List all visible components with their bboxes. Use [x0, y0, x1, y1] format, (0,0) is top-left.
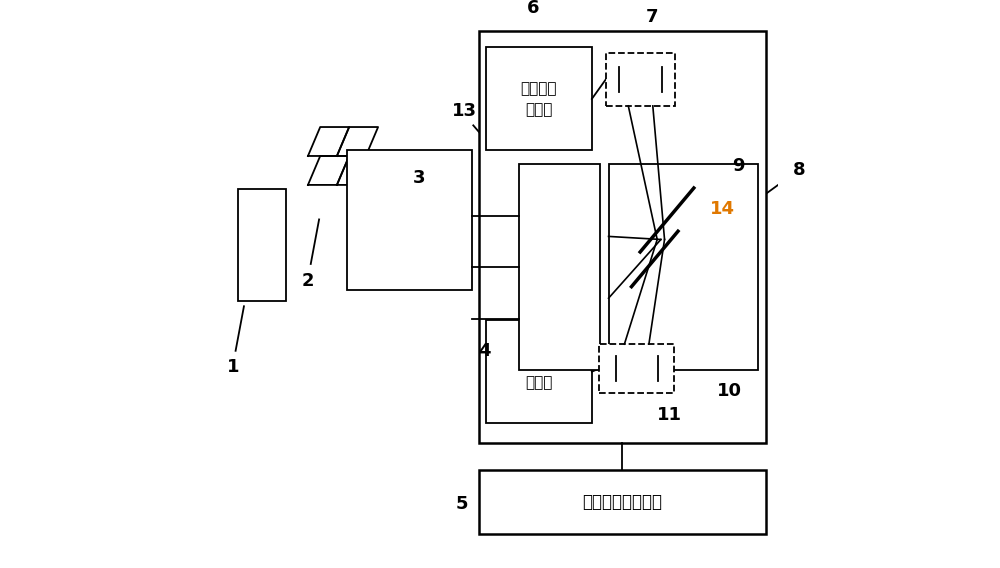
Text: 3: 3: [413, 169, 426, 187]
Text: 1: 1: [227, 358, 239, 377]
Bar: [606, 53, 675, 106]
Text: 8: 8: [793, 161, 806, 179]
Text: 7: 7: [645, 8, 658, 26]
Text: 4: 4: [478, 342, 491, 360]
Bar: [479, 31, 766, 442]
Text: 14: 14: [710, 200, 735, 218]
Bar: [486, 47, 592, 151]
Text: 六自由度
调整架: 六自由度 调整架: [521, 354, 557, 390]
Text: 13: 13: [452, 102, 477, 120]
Text: 2: 2: [302, 272, 314, 290]
Bar: [599, 344, 674, 393]
Bar: [609, 164, 758, 370]
Text: 两自由度精密转台: 两自由度精密转台: [582, 494, 662, 511]
Text: 9: 9: [732, 157, 745, 175]
Bar: [619, 72, 662, 87]
Text: 5: 5: [456, 495, 468, 513]
Bar: [347, 151, 472, 290]
Text: 六自由度
调整架: 六自由度 调整架: [521, 81, 557, 117]
Bar: [486, 320, 592, 423]
Text: 10: 10: [717, 382, 742, 400]
Text: 11: 11: [657, 406, 682, 424]
Bar: [479, 470, 766, 534]
Bar: [238, 189, 286, 300]
Bar: [616, 361, 658, 377]
Text: 6: 6: [527, 0, 540, 18]
Bar: [519, 164, 600, 370]
